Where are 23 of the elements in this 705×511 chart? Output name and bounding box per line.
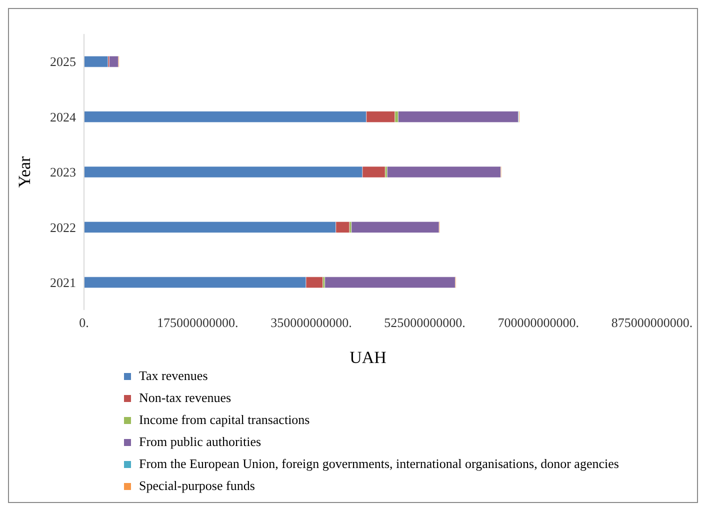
x-tick-label: 875000000000. xyxy=(611,315,693,330)
legend-label: Non-tax revenues xyxy=(139,390,232,406)
bar xyxy=(387,166,501,178)
y-tick-label: 2024 xyxy=(50,109,76,124)
x-tick-label: 700000000000. xyxy=(498,315,580,330)
bar xyxy=(351,222,440,233)
y-tick-label: 2022 xyxy=(50,220,76,235)
x-axis-title: UAH xyxy=(350,348,386,367)
legend-label: Tax revenues xyxy=(139,368,208,384)
bar xyxy=(398,111,518,122)
y-tick-label: 2023 xyxy=(50,164,76,180)
x-tick-label: 0. xyxy=(79,315,89,330)
y-tick-label: 2025 xyxy=(50,54,76,70)
legend-label: From public authorities xyxy=(139,434,262,450)
x-tick-label: 175000000000. xyxy=(156,315,238,330)
x-tick-label: 350000000000. xyxy=(270,315,352,330)
y-axis-title: Year xyxy=(15,156,34,188)
x-tick-label: 525000000000. xyxy=(384,315,466,330)
y-tick-label: 2021 xyxy=(50,275,76,290)
bar xyxy=(324,276,456,288)
legend-label: Special-purpose funds xyxy=(139,478,255,494)
legend-label: From the European Union, foreign governments, international organisations, donor agencies xyxy=(139,456,619,472)
legend-label: Income from capital transactions xyxy=(139,412,310,428)
